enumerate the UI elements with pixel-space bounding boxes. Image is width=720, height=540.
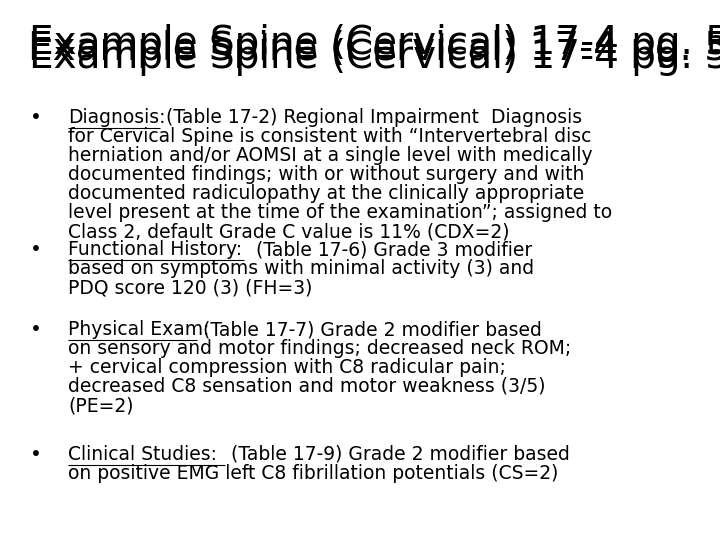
Text: Functional History:: Functional History: [68, 240, 242, 259]
Text: (Table 17-7) Grade 2 modifier based: (Table 17-7) Grade 2 modifier based [197, 320, 542, 339]
Text: Physical Exam:: Physical Exam: [68, 320, 210, 339]
Text: Example Spine (Cervical) 17-4 pg. 585: Example Spine (Cervical) 17-4 pg. 585 [28, 30, 720, 68]
Text: documented radiculopathy at the clinically appropriate: documented radiculopathy at the clinical… [68, 184, 584, 203]
Text: on positive EMG left C8 fibrillation potentials (CS=2): on positive EMG left C8 fibrillation pot… [68, 464, 559, 483]
Text: herniation and/or AOMSI at a single level with medically: herniation and/or AOMSI at a single leve… [68, 146, 593, 165]
Text: for Cervical Spine is consistent with “Intervertebral disc: for Cervical Spine is consistent with “I… [68, 127, 591, 146]
Text: •: • [30, 108, 42, 127]
Text: (PE=2): (PE=2) [68, 396, 133, 415]
Text: •: • [30, 240, 42, 259]
Text: decreased C8 sensation and motor weakness (3/5): decreased C8 sensation and motor weaknes… [68, 377, 546, 396]
Text: (Table 17-9) Grade 2 modifier based: (Table 17-9) Grade 2 modifier based [225, 445, 570, 464]
Text: •: • [30, 445, 42, 464]
Text: (Table 17-6) Grade 3 modifier: (Table 17-6) Grade 3 modifier [243, 240, 532, 259]
Text: Class 2, default Grade C value is 11% (CDX=2): Class 2, default Grade C value is 11% (C… [68, 222, 510, 241]
Text: Clinical Studies:: Clinical Studies: [68, 445, 217, 464]
Text: Example Spine (Cervical) 17-4 pg. 585: Example Spine (Cervical) 17-4 pg. 585 [29, 38, 720, 76]
Text: on sensory and motor findings; decreased neck ROM;: on sensory and motor findings; decreased… [68, 339, 571, 358]
Text: (Table 17-2) Regional Impairment  Diagnosis: (Table 17-2) Regional Impairment Diagnos… [161, 108, 582, 127]
Text: PDQ score 120 (3) (FH=3): PDQ score 120 (3) (FH=3) [68, 278, 312, 297]
Text: Example Spine (Cervical) 17-4 pg. 585: Example Spine (Cervical) 17-4 pg. 585 [29, 24, 720, 62]
Text: level present at the time of the examination”; assigned to: level present at the time of the examina… [68, 203, 612, 222]
Text: •: • [30, 320, 42, 339]
Text: Diagnosis:: Diagnosis: [68, 108, 166, 127]
Text: based on symptoms with minimal activity (3) and: based on symptoms with minimal activity … [68, 259, 534, 278]
Text: + cervical compression with C8 radicular pain;: + cervical compression with C8 radicular… [68, 358, 506, 377]
Text: documented findings; with or without surgery and with: documented findings; with or without sur… [68, 165, 585, 184]
